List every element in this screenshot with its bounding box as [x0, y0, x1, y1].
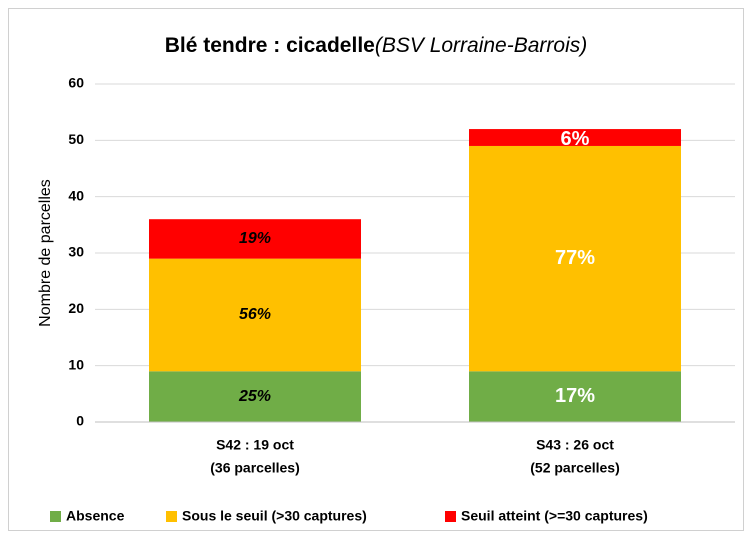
data-label: 6% — [561, 128, 590, 150]
bar-segment — [469, 129, 681, 146]
y-tick-label: 50 — [68, 131, 84, 147]
y-tick-label: 60 — [68, 75, 84, 91]
bar-segment — [469, 145, 681, 372]
chart-title: Blé tendre : cicadelle(BSV Lorraine-Barr… — [165, 34, 588, 57]
y-axis-label: Nombre de parcelles — [37, 179, 54, 327]
bar-segment — [149, 371, 361, 422]
legend-label: Seuil atteint (>=30 captures) — [461, 508, 648, 524]
bar-segment — [149, 219, 361, 259]
y-tick-label: 0 — [76, 413, 84, 429]
data-label: 77% — [555, 247, 595, 269]
bar-segment — [149, 258, 361, 372]
y-tick-label: 30 — [68, 244, 84, 260]
legend-swatch — [445, 511, 456, 522]
bar-segment — [469, 371, 681, 422]
legend-label: Sous le seuil (>30 captures) — [182, 508, 367, 524]
y-tick-label: 20 — [68, 300, 84, 316]
legend-swatch — [166, 511, 177, 522]
data-label: 25% — [238, 388, 271, 405]
data-label: 19% — [239, 230, 271, 247]
x-tick-label: S42 : 19 oct — [216, 437, 294, 453]
title-main: Blé tendre : cicadelle — [165, 34, 375, 57]
legend-swatch — [50, 511, 61, 522]
title-note: (BSV Lorraine-Barrois) — [375, 34, 587, 57]
legend-label: Absence — [66, 508, 125, 524]
y-tick-label: 10 — [68, 356, 84, 372]
x-tick-label: S43 : 26 oct — [536, 437, 614, 453]
x-tick-note: (52 parcelles) — [530, 460, 620, 476]
data-label: 56% — [239, 306, 271, 323]
data-label: 17% — [555, 385, 595, 407]
y-tick-label: 40 — [68, 187, 84, 203]
x-tick-note: (36 parcelles) — [210, 460, 300, 476]
